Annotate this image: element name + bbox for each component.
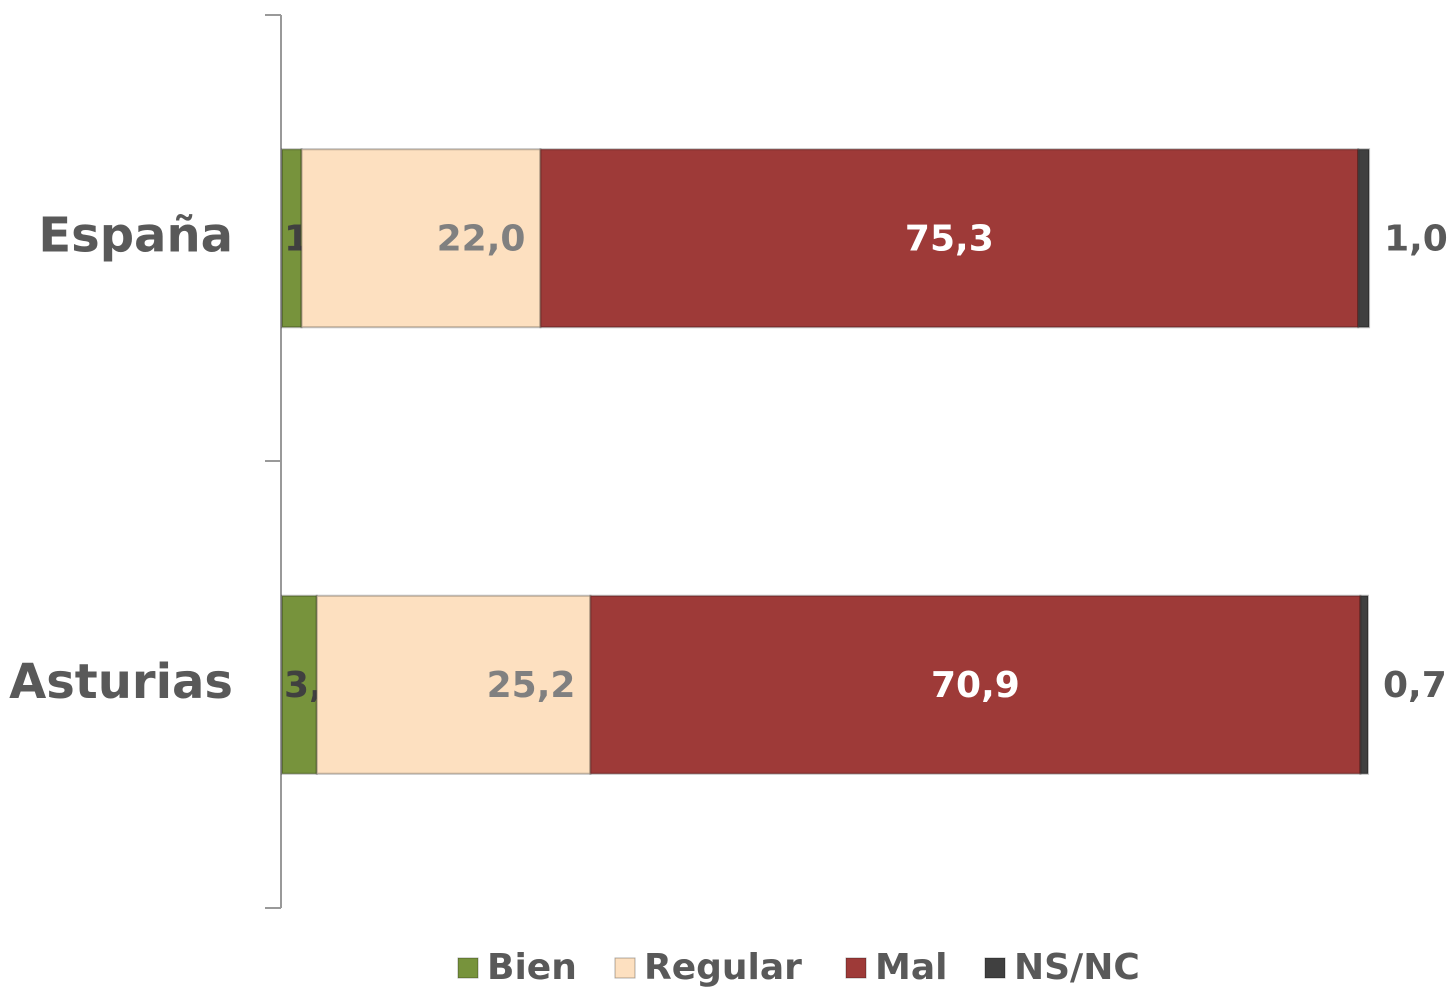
data-label: 70,9: [931, 665, 1020, 706]
legend-label: Regular: [644, 947, 802, 988]
data-label: 1,0: [1384, 218, 1448, 259]
legend-label: NS/NC: [1014, 947, 1140, 988]
data-label: 22,0: [437, 218, 526, 259]
data-label: 75,3: [905, 218, 994, 259]
legend-swatch: [614, 957, 636, 979]
data-label: 25,2: [487, 665, 576, 706]
bar-segment: [539, 148, 1360, 329]
bar-segment: [1357, 148, 1371, 329]
bar-segment: [589, 594, 1362, 775]
legend-swatch: [845, 957, 867, 979]
bar-segment: [315, 594, 592, 775]
legend-swatch: [457, 957, 479, 979]
data-label: 0,7: [1383, 665, 1447, 706]
legend-label: Mal: [875, 947, 947, 988]
category-label: España: [38, 207, 233, 263]
legend-label: Bien: [487, 947, 577, 988]
bar-segment: [281, 594, 318, 775]
bar-segment: [1359, 594, 1369, 775]
legend-swatch: [984, 957, 1006, 979]
category-label: Asturias: [9, 654, 233, 710]
